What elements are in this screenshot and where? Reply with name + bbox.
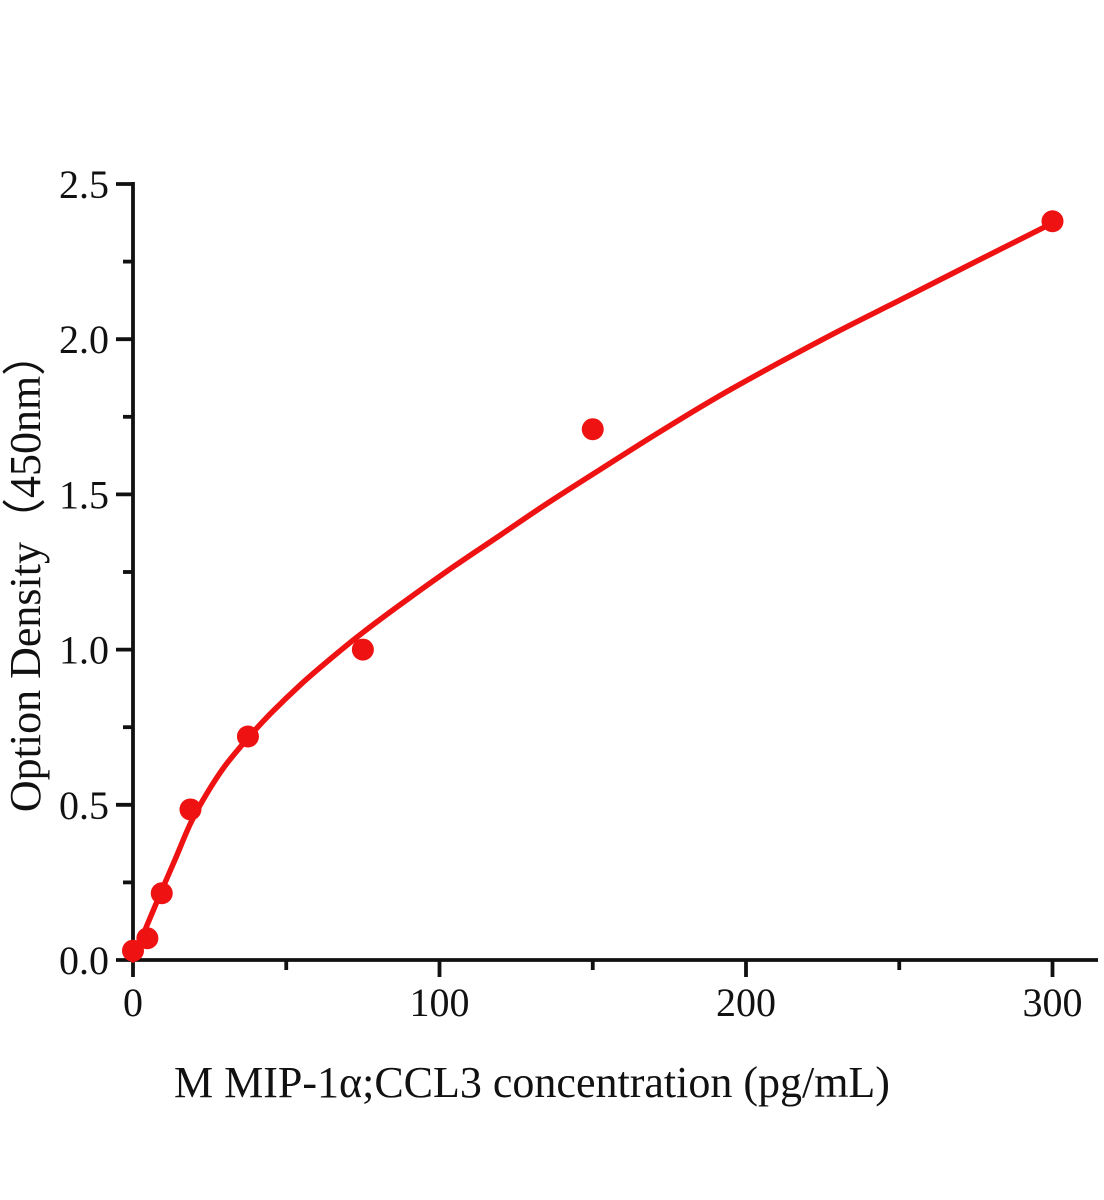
x-tick-label: 100 bbox=[410, 980, 470, 1025]
data-point bbox=[122, 939, 144, 962]
data-point bbox=[236, 725, 259, 748]
fitted-curve-path bbox=[130, 220, 1056, 963]
x-tick-label: 300 bbox=[1023, 980, 1083, 1025]
data-point bbox=[150, 882, 173, 905]
data-point bbox=[179, 798, 202, 821]
x-tick-label: 200 bbox=[716, 980, 776, 1025]
x-axis-title: M MIP-1α;CCL3 concentration (pg/mL) bbox=[174, 1058, 890, 1107]
data-point bbox=[351, 638, 374, 661]
y-tick-label: 2.5 bbox=[59, 162, 109, 207]
y-tick-label: 1.5 bbox=[59, 472, 109, 517]
data-point bbox=[136, 927, 159, 950]
y-tick-label: 0.0 bbox=[59, 938, 109, 983]
y-axis-title: Option Density（450nm） bbox=[1, 332, 50, 812]
data-point bbox=[581, 418, 604, 441]
y-tick-label: 1.0 bbox=[59, 628, 109, 673]
axes bbox=[116, 182, 1098, 977]
data-points bbox=[122, 210, 1064, 962]
x-tick-label: 0 bbox=[123, 980, 143, 1025]
y-tick-label: 2.0 bbox=[59, 317, 109, 362]
data-point bbox=[1041, 210, 1064, 233]
y-tick-label: 0.5 bbox=[59, 783, 109, 828]
x-tick-labels: 0 100 200 300 bbox=[123, 980, 1083, 1025]
y-tick-labels: 0.0 0.5 1.0 1.5 2.0 2.5 bbox=[59, 162, 109, 983]
